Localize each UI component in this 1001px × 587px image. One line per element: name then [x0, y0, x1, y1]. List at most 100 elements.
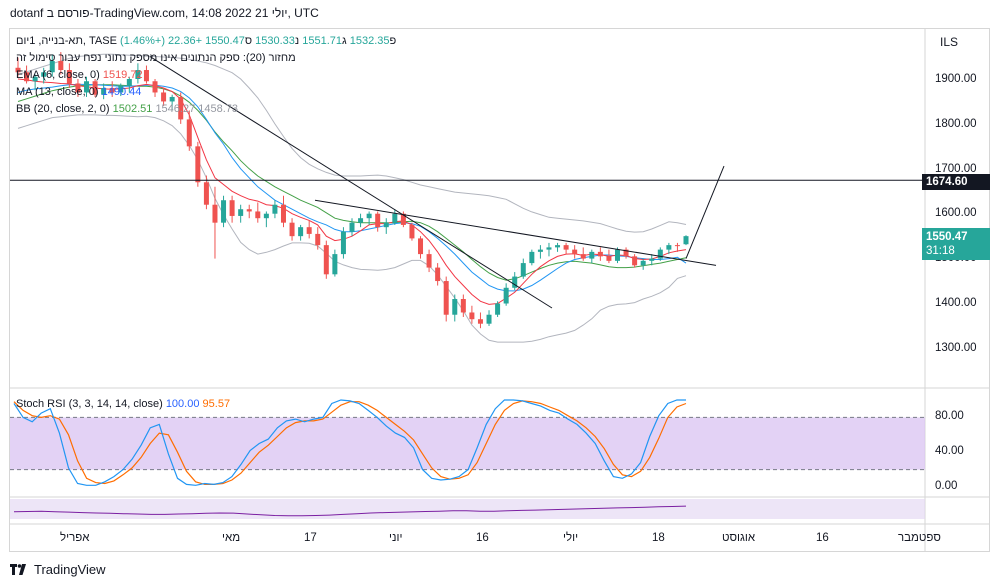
candle-body: [460, 299, 466, 313]
candle-body: [323, 245, 329, 275]
candle-body: [109, 87, 115, 93]
candle-body: [572, 249, 578, 255]
legend-bb: BB (20, close, 2, 0) 1502.51 1546.27 145…: [16, 101, 238, 118]
bb-basis-value: 1502.51: [112, 103, 153, 115]
price-tick: 1800.00: [935, 118, 977, 130]
candle-body: [469, 312, 475, 320]
candle-body: [75, 83, 81, 93]
ema-label[interactable]: EMA (6, close, 0): [16, 69, 100, 81]
footer-brand[interactable]: TradingView: [10, 562, 106, 577]
candle-body: [221, 200, 227, 223]
tradingview-logo-icon: [10, 563, 26, 575]
candle-body: [92, 81, 98, 95]
price-tick: 1900.00: [935, 73, 977, 85]
candle-body: [280, 204, 286, 223]
time-tick: יוני: [389, 532, 403, 544]
candle-body: [41, 72, 47, 77]
candle-body: [623, 249, 629, 257]
candle-body: [289, 222, 295, 237]
chart-header: dotanf פורסם ב-TradingView.com, 14:08 20…: [10, 6, 319, 20]
candle-body: [512, 276, 518, 288]
bb-lower-value: 1458.73: [198, 103, 239, 115]
candle-body: [400, 213, 406, 225]
candle-body: [306, 227, 312, 234]
candle-body: [212, 204, 218, 223]
time-tick: מאי: [222, 532, 241, 544]
bb-upper-value: 1546.27: [155, 103, 196, 115]
candle-body: [477, 319, 483, 324]
stoch-tick: 0.00: [935, 480, 958, 492]
price-tick: 1400.00: [935, 297, 977, 309]
candle-body: [486, 314, 492, 324]
close-label: ס: [244, 35, 253, 47]
candle-body: [238, 209, 244, 216]
candle-body: [683, 236, 689, 245]
candle-body: [161, 92, 167, 102]
high-value: 1551.71: [302, 35, 342, 47]
candle-body: [315, 233, 321, 246]
low-value: 1530.33: [255, 35, 295, 47]
candle-body: [32, 76, 38, 82]
ma-value: 1490.44: [101, 86, 142, 98]
bottom-oscillator-line: [13, 505, 687, 517]
time-tick: 17: [304, 532, 317, 544]
ma-label[interactable]: MA (13, close, 0): [16, 86, 99, 98]
candle-body: [298, 227, 304, 237]
candle-body: [358, 218, 364, 223]
ema-value: 1519.72: [102, 69, 143, 81]
time-tick: 16: [816, 532, 829, 544]
legend-volume: מחזור (20): ספק הנתונים אינו מספק נתוני …: [16, 50, 296, 67]
candle-body: [126, 79, 132, 86]
candle-body: [495, 303, 501, 315]
candle-body: [58, 61, 64, 71]
candle-body: [589, 251, 595, 259]
price-tick: 1300.00: [935, 342, 977, 354]
currency-label: ILS: [940, 35, 959, 49]
time-tick: ספטמבר: [898, 532, 941, 544]
bb-lower-line: [17, 114, 687, 343]
candle-body: [520, 263, 526, 277]
candle-body: [674, 245, 680, 247]
legend-ma: MA (13, close, 0) 1490.44: [16, 84, 141, 101]
downtrend-line-drawing: [149, 56, 553, 309]
candle-body: [178, 96, 184, 120]
high-label: ג: [342, 35, 347, 47]
stoch-d-line: [13, 400, 687, 485]
bb-label[interactable]: BB (20, close, 2, 0): [16, 103, 110, 115]
candle-body: [15, 67, 21, 73]
candle-body: [152, 81, 158, 93]
candle-body: [392, 213, 398, 223]
footer-brand-label: TradingView: [34, 562, 106, 577]
price-tick: 1700.00: [935, 163, 977, 175]
open-value: 1532.35: [349, 35, 390, 47]
last-price-value: 1550.47: [926, 231, 968, 243]
stoch-label[interactable]: Stoch RSI (3, 3, 14, 14, close): [16, 398, 163, 410]
time-tick: אפריל: [60, 532, 90, 544]
stoch-d-value: 95.57: [202, 398, 231, 410]
symbol-name[interactable]: תא-בנייה, 1יום, TASE: [16, 35, 117, 47]
hline-price-badge: 1674.60: [922, 174, 990, 190]
candle-body: [580, 254, 586, 259]
close-value: 1550.47: [205, 35, 245, 47]
candle-body: [84, 81, 90, 93]
open-label: פ: [389, 35, 397, 47]
candle-body: [263, 213, 269, 219]
candle-body: [657, 249, 663, 259]
candle-body: [101, 87, 107, 95]
candle-body: [418, 238, 424, 255]
stoch-tick: 80.00: [935, 410, 964, 422]
candle-body: [666, 245, 672, 250]
candle-body: [529, 251, 535, 264]
legend-ema: EMA (6, close, 0) 1519.72: [16, 67, 143, 84]
projection-line-drawing: [685, 165, 725, 259]
candle-body: [632, 256, 638, 266]
time-tick: אוגוסט: [722, 532, 756, 544]
candle-body: [229, 200, 235, 216]
stoch-k-value: 100.00: [165, 398, 200, 410]
candle-body: [452, 299, 458, 315]
time-tick: 18: [652, 532, 665, 544]
candle-body: [366, 213, 372, 219]
candle-body: [203, 182, 209, 205]
candle-body: [606, 256, 612, 261]
